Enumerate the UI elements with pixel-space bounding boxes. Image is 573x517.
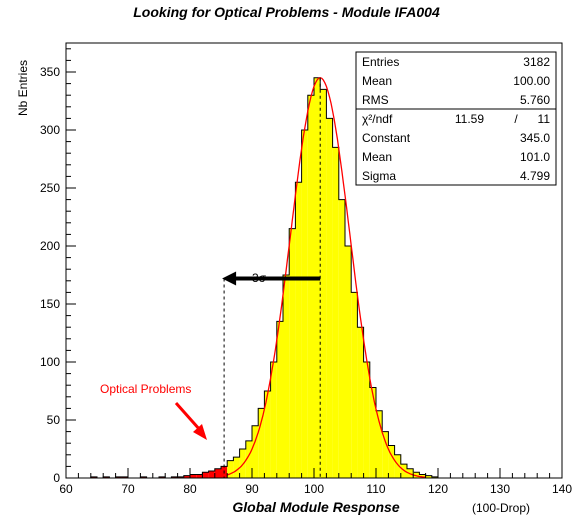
histogram-bar [320, 89, 327, 479]
markers [174, 77, 321, 478]
stat-separator: / [514, 112, 518, 126]
histogram-bar [289, 228, 296, 478]
histogram-bar [357, 327, 364, 478]
chart-title: Looking for Optical Problems - Module IF… [133, 4, 440, 20]
sigma-arrow-head [222, 271, 237, 286]
histogram-bar [264, 391, 271, 478]
histogram-bar [202, 472, 209, 478]
x-tick-label: 130 [490, 482, 510, 496]
optical-problems-annotation: Optical Problems [100, 382, 191, 396]
arrow-label: -3σ [248, 271, 267, 285]
stat-value: 11.59 [455, 112, 484, 126]
histogram-bar [258, 408, 265, 478]
histogram-bar [245, 440, 252, 478]
histogram-bar [431, 476, 438, 478]
x-tick-label: 80 [183, 482, 197, 496]
histogram-bar [233, 457, 240, 478]
histogram-bar [363, 362, 370, 478]
x-tick-label: 70 [121, 482, 135, 496]
x-tick-label: 120 [428, 482, 448, 496]
histogram-bar [307, 95, 314, 478]
histogram-bar [121, 476, 128, 478]
x-axis-label: Global Module Response [232, 499, 399, 515]
x-axis-unit: (100-Drop) [472, 501, 530, 515]
y-tick-label: 150 [40, 297, 60, 311]
x-axis-ticks: 60 70 80 90 100 110 120 130 140 [59, 468, 572, 496]
stat-label: Mean [362, 150, 392, 164]
histogram-bar [276, 321, 283, 478]
x-tick-label: 110 [366, 482, 385, 496]
histogram-bar [190, 474, 197, 478]
stat-label: Sigma [362, 169, 396, 183]
histogram-bar [196, 474, 203, 478]
problem-arrow-shaft [174, 402, 202, 431]
histogram-bar [332, 147, 339, 478]
y-axis-label: Nb Entries [16, 60, 30, 116]
y-tick-label: 300 [40, 123, 60, 137]
x-tick-label: 100 [304, 482, 324, 496]
stats-box-fit [355, 108, 557, 186]
y-tick-label: 250 [40, 181, 60, 195]
stat-value: 101.0 [520, 150, 550, 164]
stat-value: 5.760 [520, 93, 550, 107]
problem-arrow-head [193, 424, 207, 440]
histogram-bar [140, 476, 147, 478]
histogram-bar [159, 476, 166, 478]
x-tick-label: 90 [245, 482, 259, 496]
x-tick-label: 60 [59, 482, 73, 496]
histogram-bar [90, 476, 97, 478]
histogram-bar [171, 476, 178, 478]
histogram-bar [208, 471, 215, 478]
histogram-bar [115, 476, 122, 478]
stat-label: Constant [362, 131, 411, 145]
histogram-bar [183, 475, 190, 478]
histogram-bar [338, 199, 345, 478]
histogram-bar [214, 468, 221, 478]
y-tick-label: 0 [53, 471, 60, 485]
histogram-bar [376, 410, 383, 478]
histogram-bar [177, 476, 184, 478]
histogram-bar [252, 425, 259, 478]
stat-value: 3182 [523, 55, 550, 69]
stat-label: Entries [362, 55, 399, 69]
histogram-bar [394, 454, 401, 478]
y-tick-label: 350 [40, 65, 60, 79]
histogram-bar [227, 460, 234, 478]
x-tick-label: 140 [552, 482, 572, 496]
y-tick-label: 200 [40, 239, 60, 253]
histogram-bar [295, 182, 302, 478]
histogram-bar [301, 130, 308, 478]
stat-label: Mean [362, 74, 392, 88]
histogram-bar [103, 476, 110, 478]
stat-value: 4.799 [520, 169, 550, 183]
stat-value: 345.0 [520, 131, 550, 145]
histogram-bar [413, 472, 420, 478]
histogram-bar [283, 275, 290, 478]
stat-label: RMS [362, 93, 389, 107]
y-tick-label: 100 [40, 355, 60, 369]
stat-label: χ²/ndf [362, 112, 393, 126]
histogram-bar [369, 387, 376, 478]
histogram-bar [382, 431, 389, 478]
histogram-bar [326, 118, 333, 479]
histogram-bar [270, 362, 277, 478]
stats-box: Entries 3182 Mean 100.00 RMS 5.760 χ²/ndf 11.59… [355, 51, 557, 186]
histogram-bar [425, 475, 432, 478]
stat-value: 100.00 [513, 74, 550, 88]
stat-value: 11 [538, 112, 551, 126]
y-axis-ticks: 0 50 100 150 200 250 300 350 [40, 48, 76, 485]
histogram-bar [388, 445, 395, 478]
histogram-bar [345, 246, 352, 478]
histogram-bars [90, 77, 439, 479]
stats-box-top [355, 51, 557, 110]
histogram-bar [351, 292, 358, 478]
y-tick-label: 50 [47, 413, 61, 427]
